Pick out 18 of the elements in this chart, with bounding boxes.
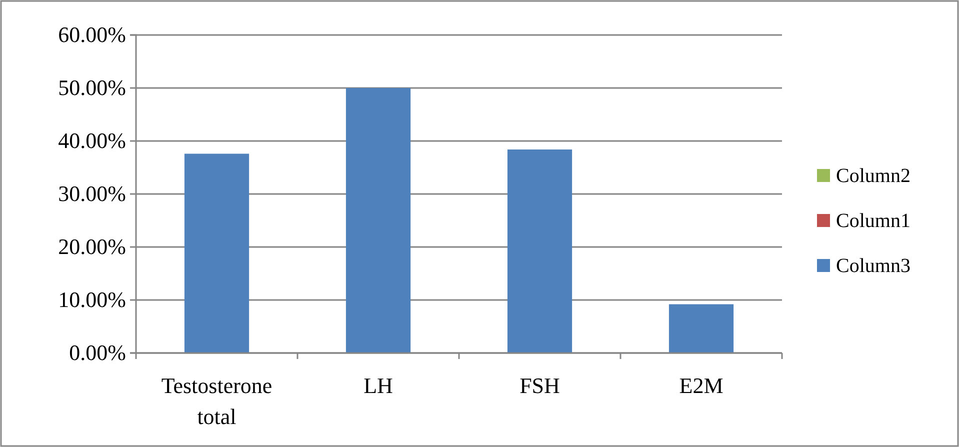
x-tick-label: E2M [679,373,724,398]
bar [184,154,250,353]
y-tick-label: 60.00% [58,22,126,48]
bar [346,88,411,353]
x-tick-label: Testosterone total [161,373,272,429]
x-tick-label: FSH [520,373,560,398]
y-tick-label: 0.00% [69,340,126,366]
legend-label: Column1 [836,210,910,232]
x-tick-label: LH [364,373,394,398]
y-tick-label: 20.00% [58,234,126,260]
y-tick-label: 30.00% [58,181,126,206]
y-tick-label: 10.00% [58,287,126,312]
legend-label: Column3 [836,255,910,277]
legend-label: Column2 [836,165,910,187]
y-tick-label: 50.00% [58,75,126,100]
bar [668,304,734,353]
y-tick-label: 40.00% [58,128,126,154]
bar [507,149,572,353]
